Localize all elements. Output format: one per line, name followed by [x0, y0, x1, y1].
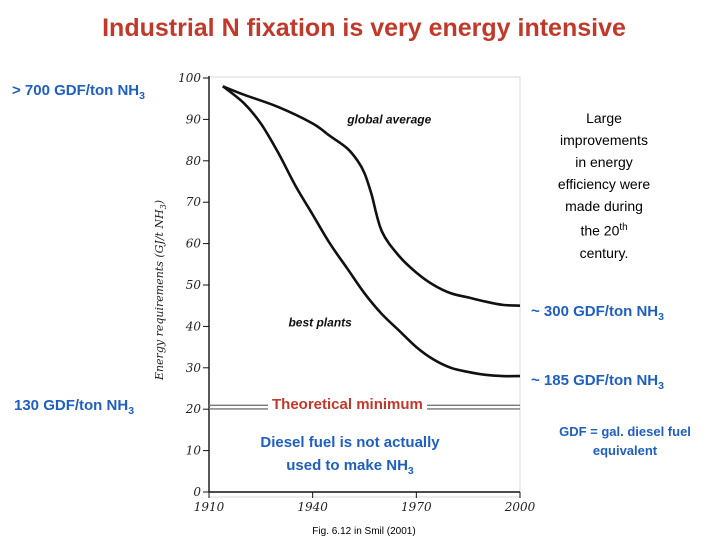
- y-tick-label: 90: [186, 112, 202, 126]
- slide-title: Industrial N fixation is very energy int…: [102, 14, 626, 42]
- y-tick-label: 30: [186, 361, 202, 375]
- figure-source: Fig. 6.12 in Smil (2001): [312, 526, 416, 537]
- sidebar-line: in energy: [575, 154, 633, 170]
- series-lines: global average best plants: [222, 85, 521, 378]
- x-tick-label: 2000: [504, 500, 536, 514]
- y-tick-label: 100: [178, 71, 201, 85]
- y-tick-label: 10: [186, 444, 202, 458]
- y-tick-label: 50: [186, 278, 202, 292]
- y-axis-title: Energy requirements (GJ/t NH3): [153, 200, 168, 381]
- sidebar-line: improvements: [560, 132, 648, 148]
- x-tick-label: 1970: [401, 500, 432, 514]
- axes: [208, 76, 520, 493]
- y-tick-label: 20: [185, 402, 202, 416]
- y-tick-label: 80: [186, 154, 202, 168]
- top-left-annotation: > 700 GDF/ton NH3: [12, 82, 145, 102]
- y-tick-label: 0: [193, 485, 201, 499]
- x-tick-label: 1940: [297, 500, 328, 514]
- y-tick-label: 60: [186, 237, 202, 251]
- sidebar-line: efficiency were: [557, 176, 651, 192]
- diesel-note-line2: used to make NH3: [286, 457, 414, 477]
- theoretical-minimum-label: Theoretical minimum: [268, 396, 427, 413]
- sidebar-line: the 20th: [580, 222, 628, 239]
- right-lower-annotation: ~ 185 GDF/ton NH3: [531, 372, 664, 392]
- diesel-note: Diesel fuel is not actually used to make…: [244, 431, 456, 483]
- x-tick-label: 1910: [194, 500, 225, 514]
- diesel-note-line1: Diesel fuel is not actually: [260, 434, 440, 451]
- series-line-0: [222, 85, 521, 307]
- y-tick-label: 70: [186, 195, 202, 209]
- sidebar-line: made during: [565, 198, 643, 214]
- bottom-left-annotation: 130 GDF/ton NH3: [14, 397, 135, 417]
- gdf-definition-line1: GDF = gal. diesel fuel: [559, 424, 691, 439]
- sidebar-note: Large improvements in energy efficiency …: [538, 107, 670, 264]
- gdf-definition: GDF = gal. diesel fuel equivalent: [530, 422, 720, 460]
- ticks: 0 10 20 30 40 50 60 70 80 90 100 1910 1940 1970 2000: [178, 71, 536, 514]
- y-tick-label: 40: [185, 319, 202, 333]
- sidebar-line: century.: [579, 244, 629, 261]
- series-label-0: global average: [346, 113, 431, 127]
- series-label-1: best plants: [288, 315, 352, 329]
- gdf-definition-line2: equivalent: [592, 443, 658, 458]
- sidebar-line: Large: [586, 110, 622, 126]
- series-line-1: [222, 85, 521, 378]
- right-upper-annotation: ~ 300 GDF/ton NH3: [531, 303, 664, 323]
